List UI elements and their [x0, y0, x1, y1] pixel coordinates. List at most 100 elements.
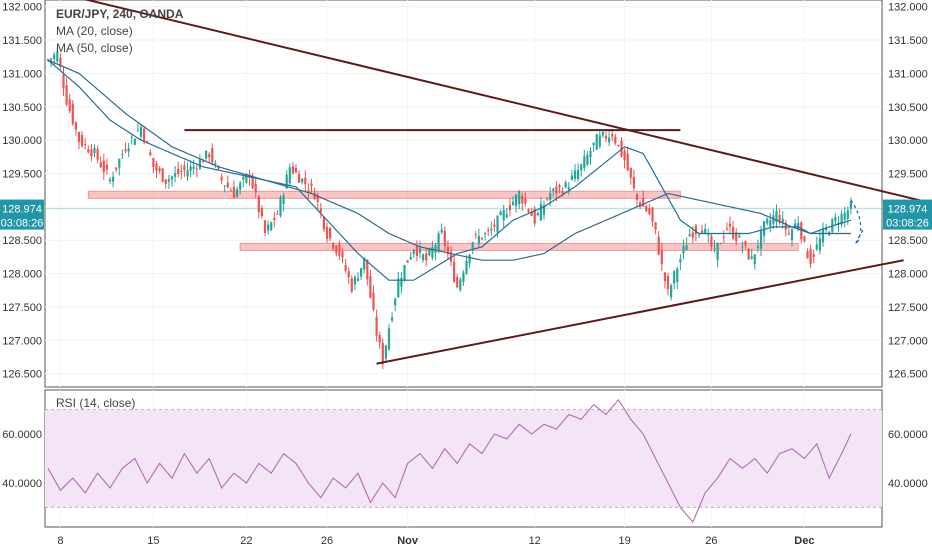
support-resistance-zone[interactable] [239, 242, 799, 251]
candle-body [614, 136, 617, 144]
ma20-label[interactable]: MA (20, close) [56, 24, 133, 38]
candle-body [598, 135, 601, 147]
candle-body [750, 256, 753, 259]
candle-body [738, 235, 741, 238]
price-tick-label-left: 127.000 [2, 335, 42, 347]
projection-path[interactable] [850, 199, 864, 245]
candle-body [71, 103, 74, 125]
candle-body [208, 154, 211, 158]
candle-body [673, 271, 676, 284]
price-readout-right: 128.974 03:08:26 [883, 199, 932, 230]
candle-body [701, 230, 704, 233]
candle-body [474, 234, 477, 236]
candle-body [812, 254, 815, 258]
candle-body [149, 152, 152, 156]
chart-legend: EUR/JPY, 240, OANDA MA (20, close) MA (5… [56, 6, 183, 57]
symbol-label[interactable]: EUR/JPY, 240, OANDA [56, 7, 184, 21]
candle-body [558, 185, 561, 188]
rsi-tick-label-right: 60.0000 [888, 429, 928, 441]
candle-body [815, 244, 818, 250]
candle-body [710, 235, 713, 247]
candle-body [236, 189, 239, 197]
candle-body [496, 215, 499, 233]
candle-body [167, 179, 170, 182]
candle-body [81, 134, 84, 146]
trendline[interactable] [376, 259, 904, 365]
candle-body [663, 272, 666, 282]
price-pane[interactable] [44, 0, 883, 388]
price-tick-label-right: 132.000 [888, 2, 928, 14]
rsi-label[interactable]: RSI (14, close) [56, 396, 136, 410]
candle-body [502, 210, 505, 221]
candle-body [112, 176, 115, 182]
candle-body [620, 140, 623, 157]
candle-body [93, 147, 96, 154]
candle-body [515, 194, 518, 207]
candle-body [245, 173, 248, 183]
ma50-line[interactable] [47, 59, 851, 261]
bar-countdown: 03:08:26 [886, 218, 929, 230]
candle-body [769, 220, 772, 227]
trendline[interactable] [33, 0, 932, 207]
candle-body [62, 74, 65, 89]
candle-body [487, 229, 490, 231]
price-tick-label-right: 128.500 [888, 235, 928, 247]
candle-body [471, 242, 474, 250]
x-tick-label: 26 [705, 535, 717, 547]
price-tick-label-left: 130.000 [2, 135, 42, 147]
candle-body [301, 178, 304, 183]
price-tick-label-left: 128.000 [2, 269, 42, 281]
candle-body [183, 165, 186, 171]
price-tick-label-right: 131.000 [888, 68, 928, 80]
candle-body [124, 149, 127, 152]
candle-body [744, 241, 747, 246]
candle-body [821, 228, 825, 243]
candle-body [561, 191, 564, 194]
price-tick-label-right: 127.500 [888, 302, 928, 314]
candle-body [589, 150, 592, 158]
ma20-line[interactable] [47, 59, 852, 281]
candle-body [53, 54, 56, 60]
candle-body [422, 254, 425, 261]
candle-body [152, 157, 155, 168]
last-price-value: 128.974 [888, 204, 928, 216]
candle-body [273, 217, 276, 220]
candle-body [96, 148, 99, 160]
candle-body [645, 206, 648, 212]
x-tick-label: 15 [147, 535, 159, 547]
candle-body [59, 57, 62, 67]
candle-body [366, 259, 369, 280]
candle-body [704, 228, 707, 233]
candle-body [84, 144, 87, 146]
candle-body [356, 278, 360, 281]
rsi-line[interactable] [47, 398, 852, 524]
candle-body [806, 251, 809, 259]
candle-body [397, 278, 400, 298]
candle-body [223, 185, 226, 187]
candle-body [434, 245, 437, 253]
candle-body [335, 245, 338, 254]
price-tick-label-right: 129.500 [888, 168, 928, 180]
candle-body [50, 58, 53, 60]
candle-body [719, 243, 722, 245]
ma50-label[interactable]: MA (50, close) [56, 41, 133, 55]
candle-body [257, 196, 260, 213]
price-tick-label-right: 131.500 [888, 35, 928, 47]
price-tick-label-left: 127.500 [2, 302, 42, 314]
candle-body [524, 198, 527, 204]
candle-body [341, 251, 344, 258]
candle-body [449, 251, 453, 262]
candle-body [818, 238, 821, 251]
candle-body [629, 167, 632, 178]
candle-body [453, 261, 456, 282]
candle-body [74, 122, 77, 130]
support-resistance-zone[interactable] [87, 190, 681, 199]
candle-body [508, 204, 511, 211]
candle-body [65, 85, 68, 105]
candle-body [90, 149, 93, 157]
candle-body [660, 250, 663, 265]
rsi-tick-label-left: 60.0000 [2, 429, 42, 441]
candle-body [211, 148, 214, 163]
candle-body [493, 224, 496, 227]
